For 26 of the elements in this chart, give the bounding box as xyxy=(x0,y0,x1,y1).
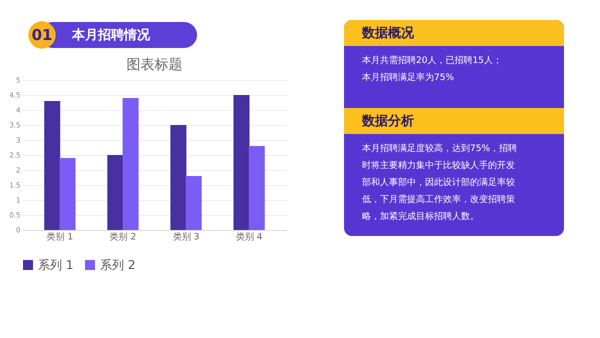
text: 本月招聘情况 xyxy=(71,28,151,43)
x-tick-label: 类别 2 xyxy=(110,232,136,242)
bar xyxy=(107,155,124,230)
text: 部和人事部中，因此设计部的满足率较 xyxy=(362,177,515,188)
bar xyxy=(233,95,250,230)
legend-label: 系列 1 xyxy=(38,258,74,272)
text: 略，加紧完成目标招聘人数。 xyxy=(362,211,479,222)
text: 01 xyxy=(32,26,52,44)
text: 低，下月需提高工作效率，改变招聘策 xyxy=(362,194,515,205)
legend-label: 系列 2 xyxy=(100,258,136,272)
bar xyxy=(248,146,265,230)
x-tick-label: 类别 3 xyxy=(172,232,200,242)
bar xyxy=(122,98,139,230)
x-tick-label: 类别 1 xyxy=(46,232,74,242)
bar xyxy=(60,158,76,230)
chart-title: 图表标题 xyxy=(126,57,182,73)
bar xyxy=(186,176,202,230)
text: 本月招聘满足度较高，达到75%，招聘 xyxy=(362,143,518,154)
bar xyxy=(170,125,186,230)
text: 数据分析 xyxy=(361,114,414,129)
bar xyxy=(44,101,60,230)
text: 数据概况 xyxy=(361,26,415,41)
text: 时将主要精力集中于比较缺人手的开发 xyxy=(362,160,515,171)
x-tick-label: 类别 4 xyxy=(236,232,263,242)
text: 本月招聘满足率为75% xyxy=(362,72,454,83)
text: 本月共需招聘20人，已招聘15人； xyxy=(362,55,502,66)
